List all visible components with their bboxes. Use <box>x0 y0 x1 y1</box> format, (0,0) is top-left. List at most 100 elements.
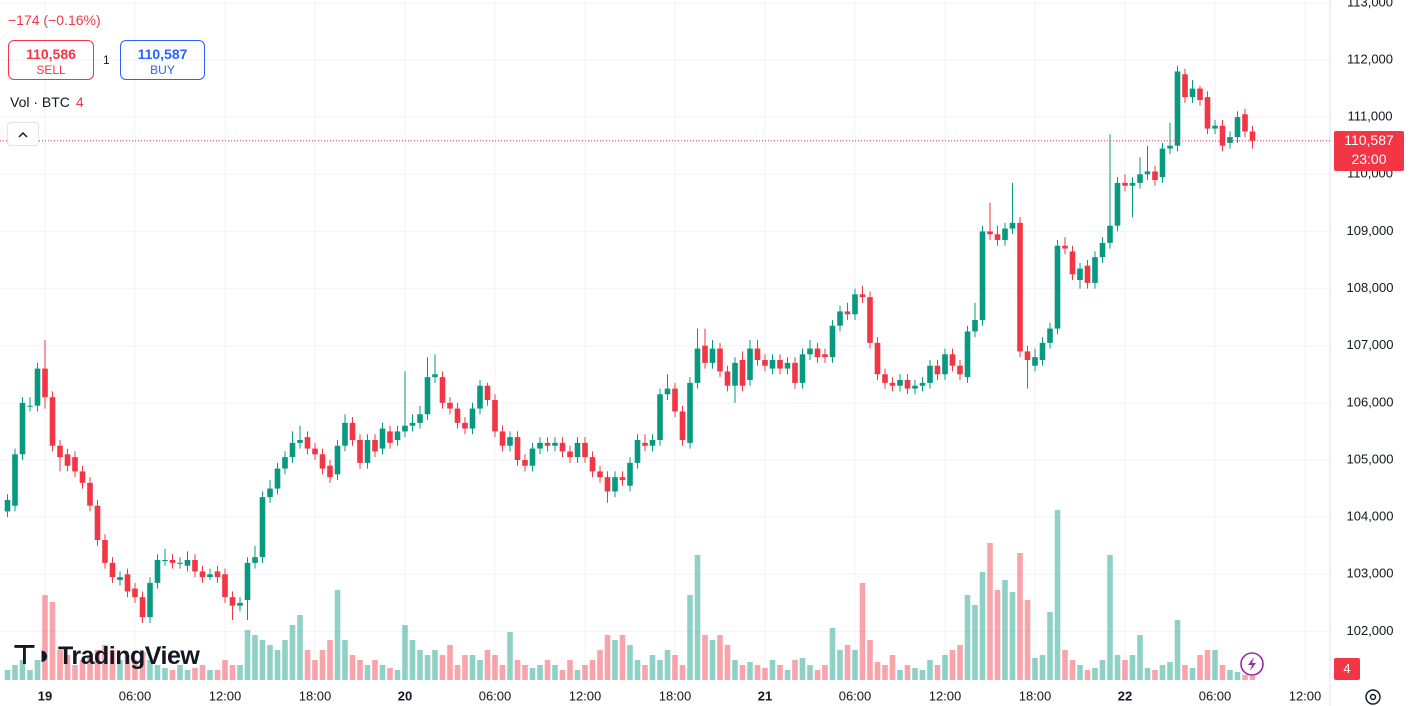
candle-body <box>312 448 318 455</box>
collapse-button[interactable] <box>7 122 39 146</box>
volume-bar <box>4 670 11 680</box>
candle-body <box>852 294 858 315</box>
volume-bar <box>312 660 318 680</box>
volume-bar <box>282 640 288 680</box>
volume-bar <box>867 640 873 680</box>
candle-body <box>837 311 843 326</box>
candle-body <box>214 571 221 578</box>
candle-body <box>582 442 588 458</box>
volume-bar <box>1219 665 1226 680</box>
candle-body <box>1009 222 1016 229</box>
buy-button[interactable]: 110,587 BUY <box>120 40 205 80</box>
candle-body <box>1242 114 1248 132</box>
volume-bar <box>1152 670 1158 680</box>
volume-bar <box>229 665 236 680</box>
candle-body <box>664 388 671 395</box>
candle-body <box>139 597 146 618</box>
volume-bar <box>1212 650 1218 680</box>
volume-bar <box>672 655 678 680</box>
candle-body <box>147 582 153 618</box>
volume-bar <box>207 670 213 680</box>
collapse-icon <box>18 131 28 138</box>
volume-bar <box>957 645 963 680</box>
volume-bar <box>244 630 251 680</box>
volume-bar <box>1167 662 1173 680</box>
volume-bar <box>484 650 491 680</box>
volume-bar <box>762 668 768 680</box>
candle-body <box>19 402 26 455</box>
volume-bar <box>454 665 461 680</box>
x-tick-label: 06:00 <box>1199 688 1232 703</box>
volume-bar <box>139 652 146 680</box>
candle-body <box>1032 357 1038 366</box>
candle-body <box>1234 117 1241 138</box>
settings-icon[interactable] <box>1365 689 1381 705</box>
volume-bar <box>192 668 198 680</box>
candle-body <box>417 414 423 423</box>
candle-body <box>1084 265 1091 283</box>
volume-bar <box>237 665 243 680</box>
candle-body <box>327 465 333 478</box>
candle-body <box>1159 148 1166 178</box>
volume-bar <box>604 635 611 680</box>
volume-bar <box>732 660 738 680</box>
volume-bar <box>259 640 266 680</box>
y-tick-label: 108,000 <box>1347 280 1394 295</box>
candle-body <box>589 457 596 472</box>
last-price-badge: 110,587 23:00 <box>1334 131 1404 171</box>
candle-body <box>199 571 206 578</box>
x-tick-label: 06:00 <box>119 688 152 703</box>
candle-body <box>882 374 888 383</box>
volume-bar <box>102 645 108 680</box>
volume-bar <box>912 668 918 680</box>
candle-body <box>334 445 341 475</box>
x-tick-label: 12:00 <box>209 688 242 703</box>
volume-bar <box>1204 650 1211 680</box>
candle-body <box>1167 145 1173 149</box>
volume-bar <box>552 665 558 680</box>
candle-body <box>1024 351 1031 360</box>
volume-bar <box>364 665 371 680</box>
assistant-icon[interactable] <box>1240 652 1264 676</box>
sell-button[interactable]: 110,586 SELL <box>8 40 94 80</box>
candle-body <box>192 560 198 572</box>
candle-body <box>57 445 63 458</box>
candle-body <box>229 597 236 606</box>
volume-bar <box>162 668 168 680</box>
candle-body <box>244 562 251 600</box>
x-tick-label: 18:00 <box>659 688 692 703</box>
volume-bar <box>597 650 603 680</box>
volume-bar <box>424 655 431 680</box>
volume-bar <box>447 645 453 680</box>
candle-body <box>297 440 303 443</box>
candle-body <box>169 560 176 563</box>
candle-layer <box>4 65 1256 623</box>
y-tick-label: 104,000 <box>1347 509 1394 524</box>
candle-body <box>72 457 78 472</box>
volume-bar <box>147 660 153 680</box>
volume-bar <box>1084 670 1091 680</box>
candle-body <box>454 408 461 423</box>
candle-body <box>1137 174 1143 183</box>
candle-body <box>222 574 228 598</box>
candle-body <box>979 231 986 320</box>
candle-body <box>432 374 438 378</box>
volume-bar <box>559 670 566 680</box>
volume-bar <box>627 645 633 680</box>
candle-body <box>1114 182 1121 226</box>
volume-bar <box>1242 675 1248 680</box>
volume-bar <box>717 635 723 680</box>
volume-bar <box>507 632 513 680</box>
candle-body <box>784 362 791 369</box>
candle-body <box>1197 88 1203 100</box>
y-tick-label: 102,000 <box>1347 623 1394 638</box>
volume-bar <box>334 590 341 680</box>
candle-body <box>484 385 491 400</box>
volume-bar <box>469 655 476 680</box>
volume-bar <box>1144 668 1151 680</box>
grid <box>0 0 1330 683</box>
volume-bar <box>1182 665 1188 680</box>
volume-bar <box>1024 600 1031 680</box>
